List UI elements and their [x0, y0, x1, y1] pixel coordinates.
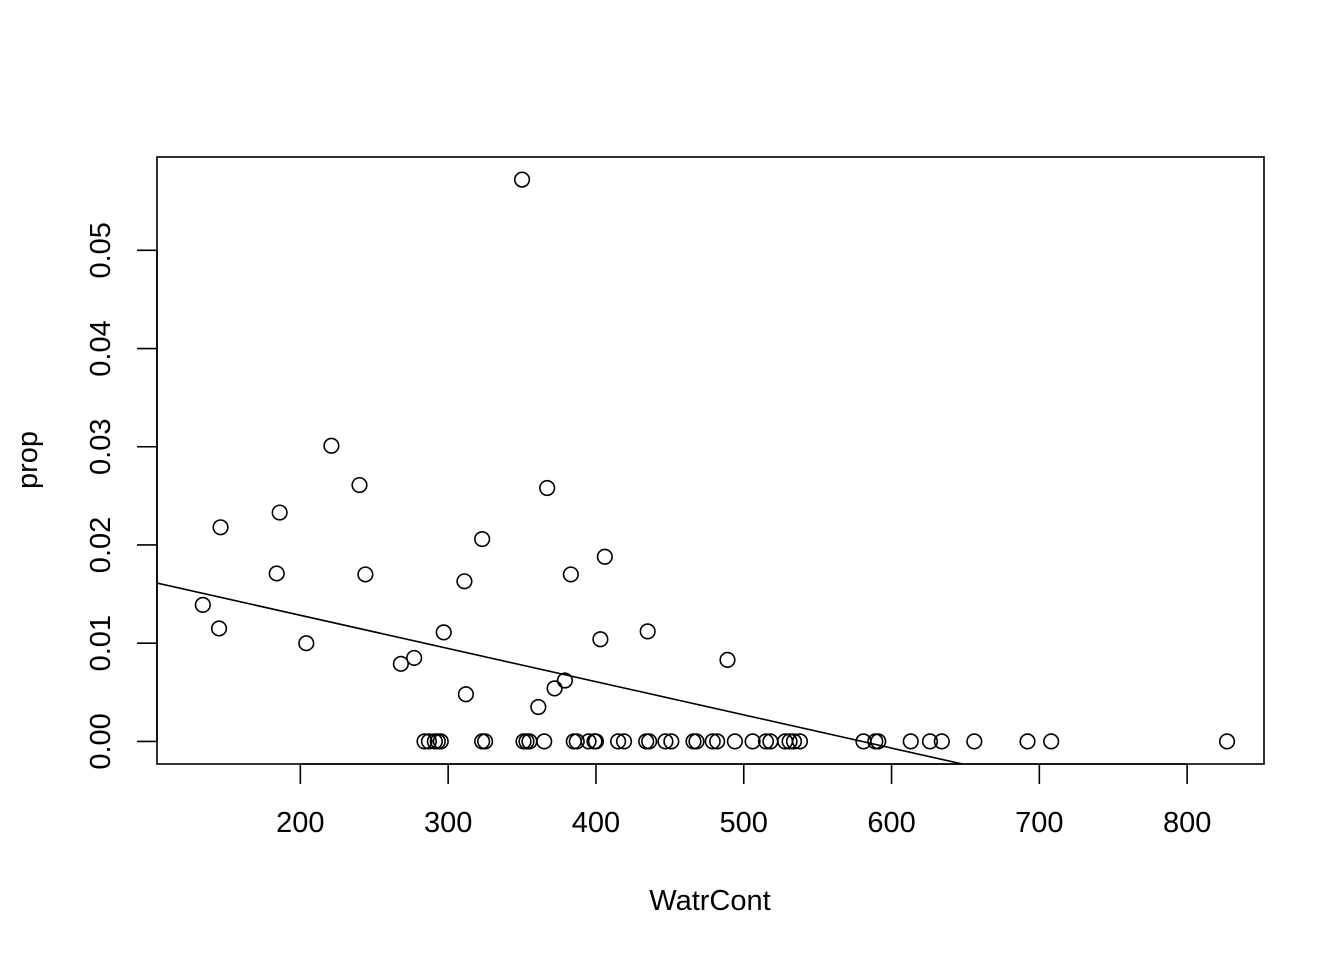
data-point: [212, 519, 229, 536]
data-point: [392, 655, 409, 672]
data-point: [933, 733, 950, 750]
data-point: [268, 565, 285, 582]
y-tick-label: 0.00: [85, 713, 117, 769]
data-point: [546, 680, 563, 697]
data-point: [902, 733, 919, 750]
data-point: [726, 733, 743, 750]
data-point: [921, 733, 939, 750]
data-point: [596, 548, 613, 565]
x-tick-label: 600: [867, 807, 915, 839]
data-point: [474, 530, 491, 548]
data-point: [966, 733, 983, 750]
data-point: [744, 733, 761, 750]
data-point: [351, 476, 368, 494]
data-point: [870, 733, 887, 750]
data-point: [709, 733, 726, 750]
data-point: [194, 596, 211, 613]
data-point: [435, 624, 452, 641]
data-point: [1019, 733, 1036, 750]
data-point: [562, 566, 579, 583]
y-axis-label: prop: [12, 431, 44, 489]
regression-layer: [157, 582, 967, 764]
data-point: [432, 733, 449, 750]
data-point: [791, 733, 809, 750]
data-point: [323, 437, 340, 454]
data-point: [1043, 733, 1060, 750]
data-point: [580, 733, 597, 750]
data-point: [456, 573, 473, 590]
y-tick-label: 0.03: [85, 419, 117, 475]
x-tick-label: 200: [276, 807, 324, 839]
data-point: [641, 733, 658, 750]
data-point: [513, 171, 531, 188]
data-point: [639, 623, 656, 640]
data-point: [610, 733, 627, 750]
data-point: [416, 733, 433, 750]
data-point: [719, 651, 736, 668]
data-point: [477, 733, 494, 750]
y-tick-label: 0.01: [85, 615, 117, 671]
data-point: [420, 733, 438, 750]
data-point: [298, 635, 315, 652]
data-point: [536, 733, 553, 750]
data-point: [530, 698, 547, 716]
x-tick-label: 800: [1163, 807, 1211, 839]
data-point: [781, 733, 798, 750]
y-tick-label: 0.04: [85, 320, 117, 376]
plot-frame: [156, 156, 1265, 765]
x-tick-label: 700: [1015, 807, 1063, 839]
data-point: [568, 733, 585, 750]
x-axis-label: WatrCont: [649, 885, 770, 917]
data-point: [688, 733, 705, 750]
regression-line: [157, 582, 967, 764]
data-point: [587, 733, 605, 750]
y-tick-label: 0.05: [85, 222, 117, 278]
data-point: [457, 686, 474, 703]
x-tick-label: 300: [424, 807, 472, 839]
data-point: [757, 733, 775, 750]
y-tick-label: 0.02: [85, 517, 117, 573]
data-point: [657, 733, 674, 750]
points-layer: [194, 171, 1236, 750]
y-axis: 0.00 0.01 0.02 0.03 0.04 0.05: [85, 222, 158, 770]
x-tick-label: 500: [720, 807, 768, 839]
data-point: [785, 733, 803, 750]
data-point: [210, 620, 228, 637]
data-point: [357, 566, 374, 583]
x-axis: 200 300 400 500 600 700 800: [276, 763, 1211, 839]
data-point: [406, 649, 423, 667]
data-point: [592, 631, 609, 648]
data-point: [271, 504, 288, 521]
data-point: [704, 733, 721, 750]
data-point: [539, 479, 556, 497]
data-point: [1218, 733, 1236, 750]
data-point: [663, 733, 680, 750]
data-point: [615, 733, 633, 750]
x-tick-label: 400: [572, 807, 620, 839]
data-point: [556, 672, 574, 689]
